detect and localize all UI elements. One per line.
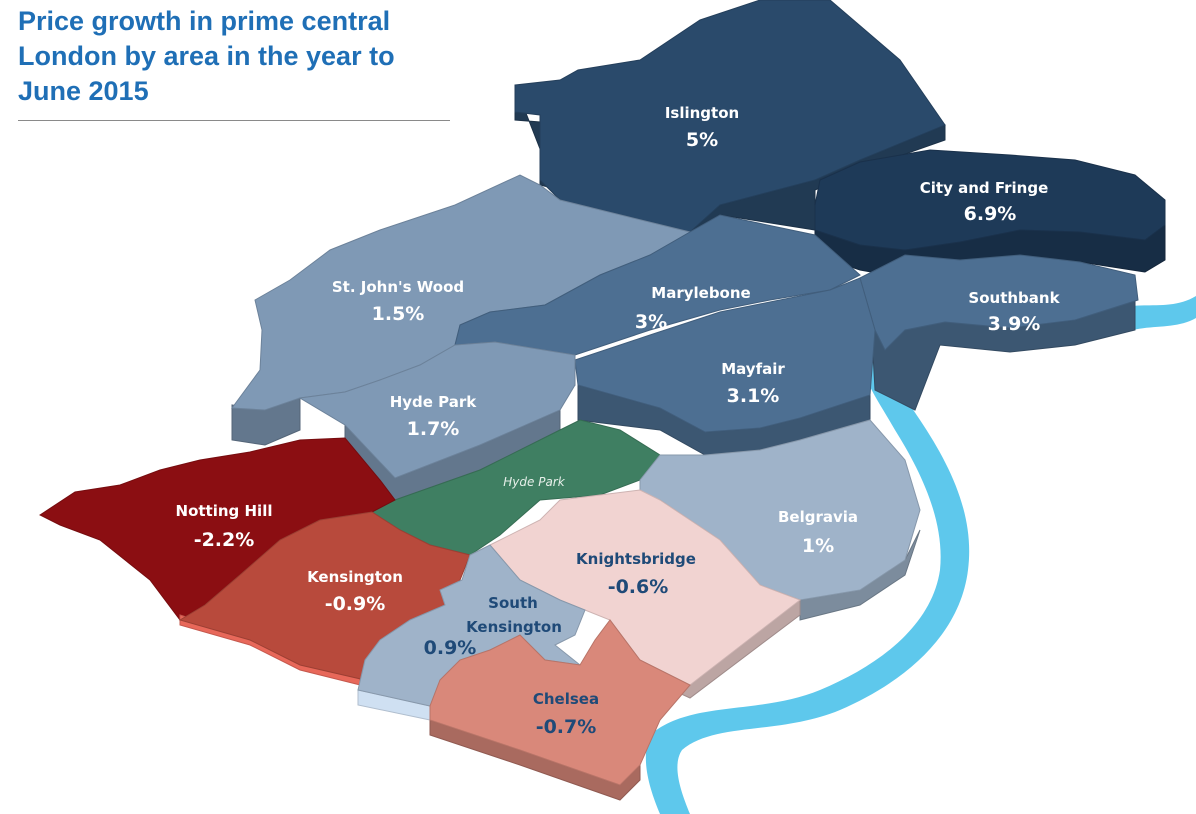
chelsea-value: -0.7% [536, 716, 597, 738]
hyde-park-area-value: 1.7% [407, 418, 460, 440]
knightsbridge-name: Knightsbridge [576, 550, 696, 568]
belgravia-name: Belgravia [778, 508, 858, 526]
south-kensington-name-1: South [488, 594, 538, 612]
city-and-fringe-value: 6.9% [964, 203, 1017, 225]
marylebone-value: 3% [635, 311, 667, 333]
south-kensington-value: 0.9% [424, 637, 477, 659]
hyde-park-area-top [298, 341, 576, 479]
mayfair-top [574, 277, 876, 433]
park-label: Hyde Park [503, 475, 565, 489]
mayfair-name: Mayfair [721, 360, 785, 378]
mayfair-value: 3.1% [727, 385, 780, 407]
hyde-park-area-name: Hyde Park [390, 393, 478, 411]
notting-hill-top [38, 437, 396, 621]
kensington-name: Kensington [307, 568, 403, 586]
southbank-top [859, 254, 1139, 351]
south-kensington-name-2: Kensington [466, 618, 562, 636]
area-st-johns-wood[interactable] [231, 174, 692, 446]
st-johns-wood-name: St. John's Wood [332, 278, 464, 296]
area-notting-hill[interactable] [38, 437, 396, 621]
belgravia-value: 1% [802, 535, 834, 557]
city-top [814, 149, 1166, 251]
area-chelsea[interactable] [429, 619, 691, 801]
chelsea-name: Chelsea [533, 690, 599, 708]
chelsea-top [429, 619, 691, 786]
st-johns-wood-value: 1.5% [372, 303, 425, 325]
marylebone-name: Marylebone [651, 284, 750, 302]
title-divider [18, 120, 450, 121]
city-and-fringe-name: City and Fringe [920, 179, 1049, 197]
kensington-value: -0.9% [325, 593, 386, 615]
southbank-name: Southbank [968, 289, 1060, 307]
islington-top [514, 0, 946, 233]
map-title: Price growth in prime central London by … [18, 6, 395, 106]
notting-hill-name: Notting Hill [176, 502, 273, 520]
southbank-value: 3.9% [988, 313, 1041, 335]
knightsbridge-value: -0.6% [608, 576, 669, 598]
notting-hill-value: -2.2% [194, 529, 255, 551]
islington-name: Islington [665, 104, 739, 122]
islington-value: 5% [686, 129, 718, 151]
area-southbank[interactable] [859, 254, 1139, 411]
